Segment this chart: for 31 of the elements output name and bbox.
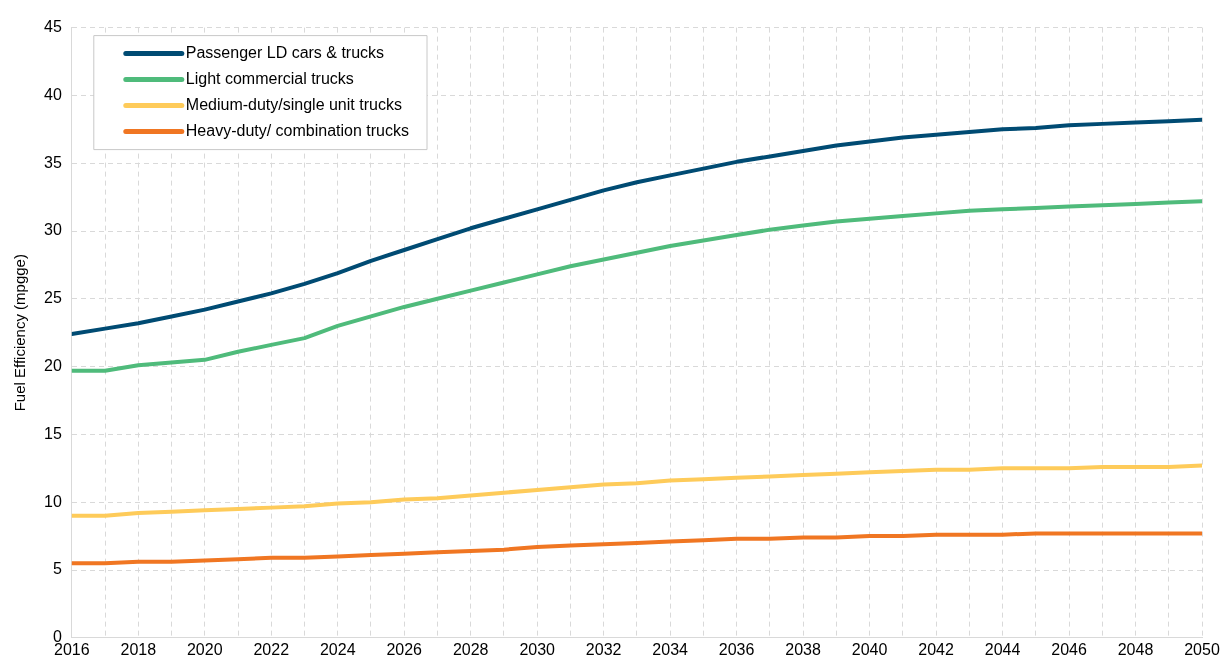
x-tick-label: 2020	[186, 640, 223, 658]
legend-label: Medium-duty/single unit trucks	[185, 96, 402, 114]
x-tick-label: 2026	[386, 640, 423, 658]
legend-label: Passenger LD cars & trucks	[185, 44, 385, 62]
y-axis-title: Fuel Efficiency (mpgge)	[11, 254, 29, 412]
y-tick-label: 25	[44, 289, 62, 307]
y-tick-label: 5	[52, 560, 62, 578]
y-tick-label: 10	[44, 492, 62, 510]
y-tick-label: 35	[44, 153, 62, 171]
x-tick-label: 2042	[918, 640, 954, 658]
x-tick-label: 2048	[1117, 640, 1154, 658]
y-tick-label: 20	[44, 357, 62, 375]
x-tick-label: 2018	[120, 640, 157, 658]
x-tick-label: 2030	[519, 640, 556, 658]
x-tick-label: 2034	[652, 640, 689, 658]
x-tick-label: 2040	[851, 640, 888, 658]
x-tick-label: 2050	[1184, 640, 1220, 658]
y-tick-label: 30	[44, 221, 62, 239]
x-tick-label: 2046	[1051, 640, 1087, 658]
y-tick-label: 40	[44, 85, 62, 103]
x-tick-label: 2036	[718, 640, 755, 658]
x-tick-label: 2028	[452, 640, 489, 658]
x-tick-label: 2024	[319, 640, 356, 658]
x-tick-label: 2038	[785, 640, 821, 658]
y-tick-label: 45	[44, 18, 62, 36]
x-tick-label: 2022	[253, 640, 290, 658]
y-tick-label: 15	[44, 424, 62, 442]
legend-label: Light commercial trucks	[185, 70, 354, 88]
x-tick-label: 2044	[984, 640, 1021, 658]
legend-label: Heavy-duty/ combination trucks	[185, 122, 409, 140]
x-tick-label: 2032	[585, 640, 622, 658]
